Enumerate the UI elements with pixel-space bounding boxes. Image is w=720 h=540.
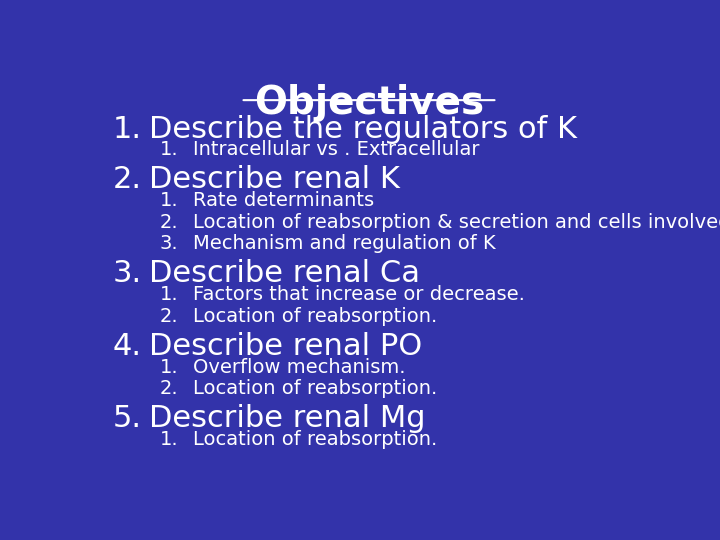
Text: 1.: 1. [160,357,179,376]
Text: 1.: 1. [160,285,179,304]
Text: 3.: 3. [112,259,141,288]
Text: Location of reabsorption.: Location of reabsorption. [193,379,438,398]
Text: 2.: 2. [160,379,179,398]
Text: 1.: 1. [160,140,179,159]
Text: 4.: 4. [112,332,141,361]
Text: 3.: 3. [160,234,179,253]
Text: 2.: 2. [160,213,179,232]
Text: 5.: 5. [112,404,141,433]
Text: Factors that increase or decrease.: Factors that increase or decrease. [193,285,525,304]
Text: Intracellular vs . Extracellular: Intracellular vs . Extracellular [193,140,480,159]
Text: Location of reabsorption.: Location of reabsorption. [193,307,438,326]
Text: Location of reabsorption.: Location of reabsorption. [193,430,438,449]
Text: Objectives: Objectives [254,84,484,122]
Text: Describe renal K: Describe renal K [148,165,400,194]
Text: Describe renal Ca: Describe renal Ca [148,259,420,288]
Text: Describe renal Mg: Describe renal Mg [148,404,425,433]
Text: Describe the regulators of K: Describe the regulators of K [148,114,577,144]
Text: Location of reabsorption & secretion and cells involved.: Location of reabsorption & secretion and… [193,213,720,232]
Text: Overflow mechanism.: Overflow mechanism. [193,357,406,376]
Text: Describe renal PO: Describe renal PO [148,332,422,361]
Text: 1.: 1. [160,191,179,210]
Text: 1.: 1. [160,430,179,449]
Text: 1.: 1. [112,114,141,144]
Text: Mechanism and regulation of K: Mechanism and regulation of K [193,234,496,253]
Text: Rate determinants: Rate determinants [193,191,374,210]
Text: 2.: 2. [160,307,179,326]
Text: 2.: 2. [112,165,141,194]
